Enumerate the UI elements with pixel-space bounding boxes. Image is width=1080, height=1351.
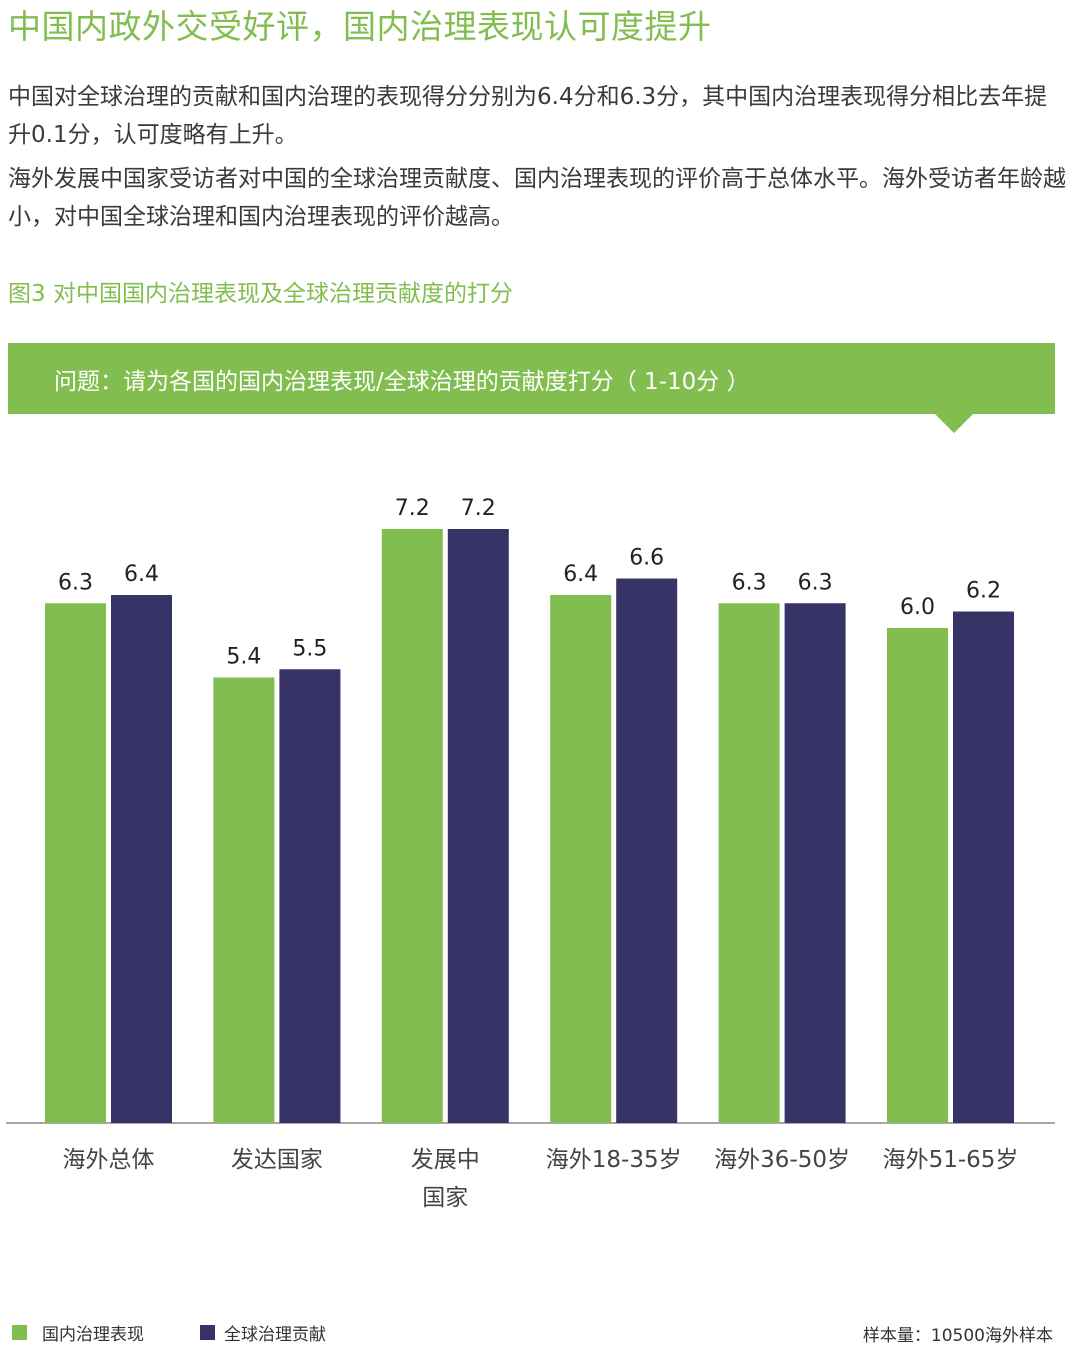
data-label-global-0: 6.4 — [124, 562, 159, 587]
data-label-domestic-5: 6.0 — [900, 595, 935, 620]
legend-label-domestic: 国内治理表现 — [42, 1325, 144, 1345]
data-label-global-3: 6.6 — [629, 546, 664, 571]
category-label-0: 海外总体 — [63, 1147, 155, 1173]
legend-swatch-global — [200, 1325, 215, 1340]
category-label-3: 海外18-35岁 — [546, 1147, 682, 1173]
data-label-global-2: 7.2 — [461, 496, 496, 521]
data-label-global-4: 6.3 — [798, 570, 833, 595]
page-heading: 中国内政外交受好评，国内治理表现认可度提升 — [8, 7, 712, 46]
bar-domestic-0 — [45, 603, 106, 1123]
category-label-1: 发达国家 — [231, 1147, 323, 1173]
sample-size-note: 样本量：10500海外样本 — [862, 1326, 1053, 1346]
data-label-domestic-0: 6.3 — [58, 570, 93, 595]
bar-global-3 — [616, 578, 678, 1123]
bar-global-5 — [953, 611, 1014, 1123]
legend-label-global: 全球治理贡献 — [224, 1325, 326, 1345]
bar-domestic-3 — [550, 595, 612, 1123]
legend-swatch-domestic — [12, 1325, 27, 1340]
question-banner: 问题：请为各国的国内治理表现/全球治理的贡献度打分（ 1-10分 ） — [8, 343, 1055, 414]
figure-title: 图3 对中国国内治理表现及全球治理贡献度的打分 — [8, 281, 513, 307]
category-label-2-line2: 国家 — [422, 1185, 468, 1211]
data-label-domestic-3: 6.4 — [563, 562, 598, 587]
bar-domestic-2 — [381, 529, 443, 1123]
bar-global-1 — [279, 669, 341, 1123]
summary-paragraph-1: 中国对全球治理的贡献和国内治理的表现得分分别为6.4分和6.3分，其中国内治理表… — [8, 84, 1048, 148]
data-label-domestic-2: 7.2 — [395, 496, 430, 521]
bar-global-4 — [784, 603, 846, 1123]
data-label-global-5: 6.2 — [966, 579, 1001, 604]
question-text: 问题：请为各国的国内治理表现/全球治理的贡献度打分（ 1-10分 ） — [54, 369, 750, 395]
data-label-domestic-1: 5.4 — [226, 645, 261, 670]
category-label-5: 海外51-65岁 — [883, 1147, 1019, 1173]
category-label-2: 发展中 — [411, 1147, 480, 1173]
banner-pointer — [935, 414, 973, 433]
bar-domestic-1 — [213, 677, 275, 1123]
category-label-4: 海外36-50岁 — [714, 1147, 850, 1173]
bar-domestic-5 — [887, 628, 948, 1123]
summary-paragraph-2: 海外发展中国家受访者对中国的全球治理贡献度、国内治理表现的评价高于总体水平。海外… — [8, 166, 1066, 230]
bar-global-2 — [447, 529, 509, 1123]
data-label-domestic-4: 6.3 — [732, 570, 767, 595]
bar-domestic-4 — [718, 603, 780, 1123]
data-label-global-1: 5.5 — [292, 636, 327, 661]
bar-global-0 — [111, 595, 172, 1123]
